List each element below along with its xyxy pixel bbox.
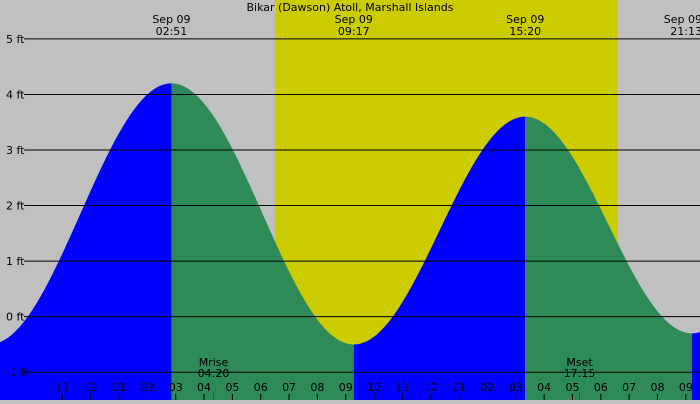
y-tick-label: -1 ft	[6, 366, 29, 379]
moon-event-time: 04:20	[198, 367, 230, 380]
extreme-date: Sep 09	[152, 13, 190, 26]
x-tick-label: 01	[452, 381, 466, 394]
rising-tide-area	[691, 332, 700, 400]
extreme-time: 15:20	[509, 25, 541, 38]
moon-event-label: Mset	[566, 356, 593, 369]
falling-tide-area	[525, 116, 692, 401]
x-tick-label: 05	[565, 381, 579, 394]
x-tick-label: 05	[225, 381, 239, 394]
y-tick-label: 1 ft	[6, 255, 25, 268]
extreme-date: Sep 09	[664, 13, 700, 26]
x-tick-label: 06	[594, 381, 608, 394]
y-tick-label: 4 ft	[6, 88, 25, 101]
x-tick-label: 10	[367, 381, 381, 394]
extreme-time: 02:51	[156, 25, 188, 38]
rising-tide-area	[353, 116, 526, 401]
x-tick-label: 07	[282, 381, 296, 394]
y-tick-label: 5 ft	[6, 33, 25, 46]
x-tick-label: 09	[339, 381, 353, 394]
x-tick-label: 11	[395, 381, 409, 394]
x-tick-label: 09	[679, 381, 693, 394]
extreme-time: 21:13	[670, 25, 700, 38]
x-tick-label: 03	[509, 381, 523, 394]
x-tick-label: 04	[537, 381, 551, 394]
x-tick-label: 06	[254, 381, 268, 394]
y-tick-label: 2 ft	[6, 200, 25, 213]
x-tick-label: 02	[140, 381, 154, 394]
falling-tide-area	[171, 83, 354, 400]
x-tick-label: 07	[622, 381, 636, 394]
x-tick-label: 04	[197, 381, 211, 394]
moon-event-time: 17:15	[564, 367, 596, 380]
extreme-date: Sep 09	[335, 13, 373, 26]
extreme-time: 09:17	[338, 25, 370, 38]
x-tick-label: 08	[650, 381, 664, 394]
x-tick-label: 02	[480, 381, 494, 394]
x-tick-label: 12	[424, 381, 438, 394]
moon-event-label: Mrise	[199, 356, 229, 369]
x-tick-label: 08	[310, 381, 324, 394]
x-tick-label: 12	[84, 381, 98, 394]
chart-title: Bikar (Dawson) Atoll, Marshall Islands	[246, 1, 453, 14]
x-tick-label: 01	[112, 381, 126, 394]
x-tick-label: 03	[169, 381, 183, 394]
x-tick-label: 11	[55, 381, 69, 394]
y-tick-label: 3 ft	[6, 144, 25, 157]
extreme-date: Sep 09	[506, 13, 544, 26]
y-tick-label: 0 ft	[6, 311, 25, 324]
rising-tide-area	[0, 83, 172, 400]
